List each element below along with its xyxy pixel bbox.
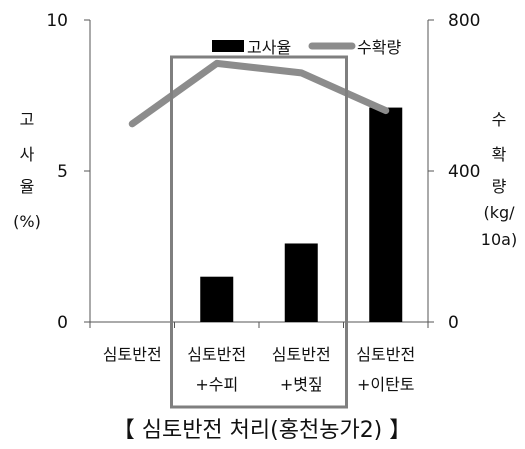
x-tick-label: +수피 (195, 375, 238, 394)
x-tick-label: 심토반전 (103, 345, 162, 364)
y-left-tick-label: 10 (46, 11, 68, 31)
bar-고사율 (369, 107, 403, 322)
highlight-layer (170, 55, 348, 409)
legend-swatch-고사율 (212, 40, 244, 52)
y-right-axis-label: 확 (492, 145, 507, 164)
line-point (300, 72, 302, 74)
y-right-axis-label: (kg/ (483, 203, 515, 222)
highlight-box (170, 55, 348, 409)
y-right-axis-label: 10a) (481, 230, 517, 249)
y-right-tick-label: 400 (448, 162, 480, 182)
legend: 고사율 수확량 (212, 38, 401, 57)
legend-label-고사율: 고사율 (247, 38, 291, 57)
line-point (216, 62, 218, 64)
y-right-axis-label: 량 (492, 177, 507, 196)
bars-layer (200, 107, 403, 322)
bar-고사율 (200, 276, 234, 322)
bar-고사율 (284, 243, 318, 322)
chart-caption: 【 심토반전 처리(홍천농가2) 】 (113, 418, 412, 443)
y-left-tick-label: 0 (57, 313, 68, 333)
line-point (131, 123, 133, 125)
labels-layer: 심토반전 심토반전 +수피 심토반전 +볏짚 심토반전 +이탄토 고사율 (%) 수확량 (kg/1… (13, 110, 517, 394)
x-tick-label: 심토반전 (272, 345, 331, 364)
line-point (385, 110, 387, 112)
y-left-tick-label: 5 (57, 162, 68, 182)
y-left-axis-label: 고 (20, 110, 35, 129)
axes-layer: 0 5 10 0 400 800 (46, 11, 480, 333)
y-right-axis-label: 수 (492, 110, 507, 129)
legend-label-수확량: 수확량 (357, 38, 401, 57)
x-tick-label: +볏짚 (280, 375, 323, 394)
x-tick-label: +이탄토 (357, 375, 415, 394)
line-수확량 (128, 59, 390, 128)
y-left-axis-label: (%) (13, 212, 41, 231)
x-tick-label: 심토반전 (356, 345, 415, 364)
x-tick-label: 심토반전 (187, 345, 246, 364)
y-left-axis-label: 사 (20, 145, 35, 164)
y-right-tick-label: 800 (448, 11, 480, 31)
line-layer (128, 59, 390, 128)
y-right-tick-label: 0 (448, 313, 459, 333)
y-left-axis-label: 율 (20, 177, 35, 196)
